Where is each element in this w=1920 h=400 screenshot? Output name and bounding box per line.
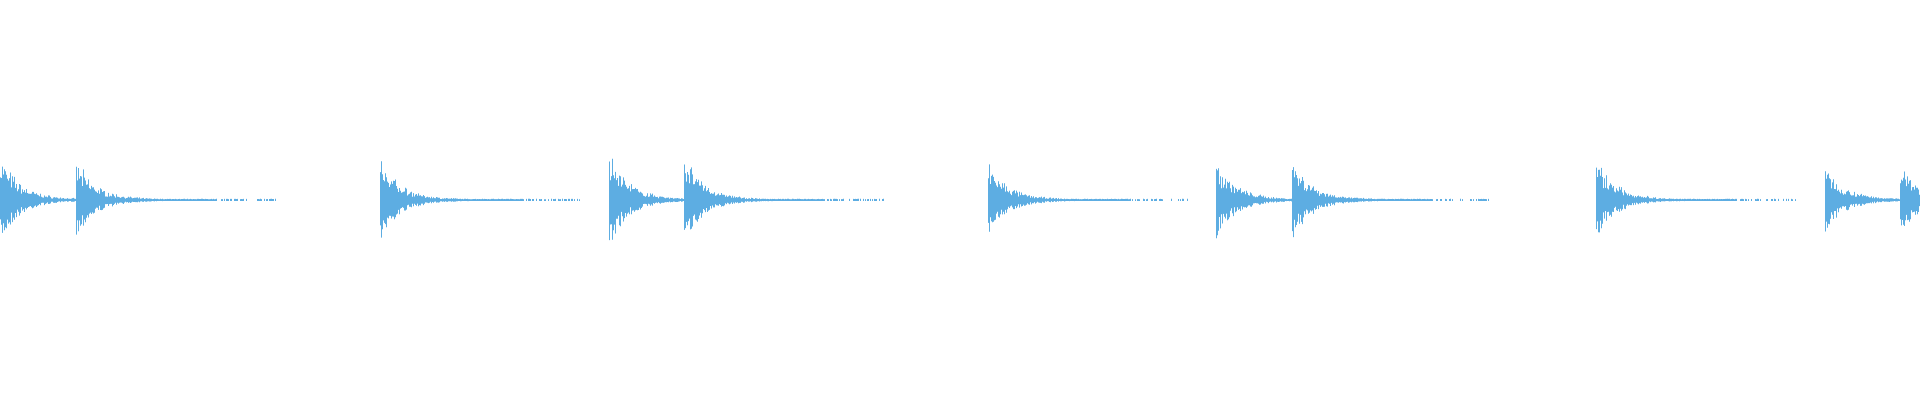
waveform-transient bbox=[1825, 171, 1900, 232]
waveform-transient bbox=[380, 161, 580, 238]
waveform-transient bbox=[684, 164, 884, 230]
waveform-transient bbox=[1596, 167, 1796, 233]
waveform-transient bbox=[76, 166, 276, 235]
waveform-transient bbox=[0, 166, 76, 233]
waveform-transient bbox=[1216, 168, 1292, 239]
waveform-transient bbox=[988, 164, 1188, 232]
waveform-transient bbox=[1900, 171, 1920, 226]
waveform-transient bbox=[609, 158, 684, 241]
waveform-transient bbox=[1292, 167, 1489, 238]
